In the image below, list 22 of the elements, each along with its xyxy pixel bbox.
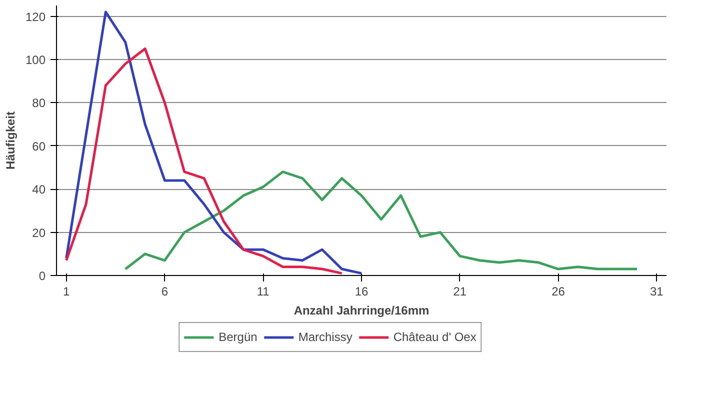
y-tick-label: 100 <box>25 53 46 67</box>
y-tick-label: 20 <box>32 226 46 240</box>
x-tick-label: 6 <box>161 284 168 298</box>
y-axis-title: Häufigkeit <box>3 111 18 170</box>
y-tick-label: 80 <box>32 96 46 110</box>
x-tick-label: 21 <box>453 284 467 298</box>
x-axis-title: Anzahl Jahrringe/16mm <box>294 304 430 318</box>
line-series <box>65 47 344 275</box>
x-tick-label: 1 <box>63 284 70 298</box>
x-tick-label: 16 <box>354 284 368 298</box>
legend-label: Marchissy <box>298 330 352 344</box>
line-series <box>124 170 638 270</box>
x-tick-label: 26 <box>552 284 566 298</box>
y-tick-label: 0 <box>38 269 46 283</box>
y-tick-label: 40 <box>32 182 46 197</box>
legend-label: Bergün <box>218 330 258 344</box>
line-series <box>65 10 363 275</box>
x-tick-label: 11 <box>256 284 270 298</box>
legend-label: Château d' Oex <box>393 330 476 344</box>
x-tick-label: 31 <box>650 284 664 298</box>
y-tick-label: 120 <box>25 10 46 24</box>
y-tick-label: 60 <box>32 139 46 154</box>
